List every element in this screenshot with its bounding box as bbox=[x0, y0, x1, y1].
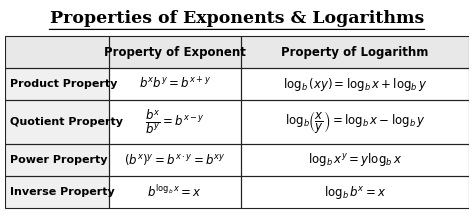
Bar bbox=[241, 100, 469, 144]
Bar bbox=[109, 144, 241, 176]
Text: $\log_b x^y = y \log_b x$: $\log_b x^y = y \log_b x$ bbox=[308, 151, 402, 168]
Bar bbox=[5, 144, 109, 176]
Bar bbox=[5, 176, 109, 208]
Bar bbox=[241, 36, 469, 68]
Text: Inverse Property: Inverse Property bbox=[10, 187, 115, 197]
Bar bbox=[5, 68, 109, 100]
Bar bbox=[241, 176, 469, 208]
Bar bbox=[109, 68, 241, 100]
Bar bbox=[109, 36, 241, 68]
Text: $\log_b (xy) = \log_b x + \log_b y$: $\log_b (xy) = \log_b x + \log_b y$ bbox=[283, 76, 427, 93]
Text: $(b^x)^y = b^{x \cdot y} = b^{xy}$: $(b^x)^y = b^{x \cdot y} = b^{xy}$ bbox=[124, 153, 226, 167]
Text: $\log_b \!\left(\dfrac{x}{y}\right) = \log_b x - \log_b y$: $\log_b \!\left(\dfrac{x}{y}\right) = \l… bbox=[285, 109, 425, 135]
Text: Quotient Property: Quotient Property bbox=[10, 117, 123, 127]
Text: Property of Logarithm: Property of Logarithm bbox=[281, 46, 428, 59]
Text: Product Property: Product Property bbox=[10, 79, 118, 89]
Bar bbox=[5, 100, 109, 144]
Bar bbox=[5, 144, 109, 176]
Text: $\dfrac{b^x}{b^y} = b^{x-y}$: $\dfrac{b^x}{b^y} = b^{x-y}$ bbox=[145, 108, 205, 136]
Bar bbox=[5, 100, 109, 144]
Bar bbox=[241, 36, 469, 68]
Text: $\log_b b^x = x$: $\log_b b^x = x$ bbox=[324, 184, 386, 201]
Bar bbox=[5, 68, 109, 100]
Text: Property of Exponent: Property of Exponent bbox=[104, 46, 246, 59]
Text: Properties of Exponents & Logarithms: Properties of Exponents & Logarithms bbox=[50, 10, 424, 27]
Bar bbox=[241, 68, 469, 100]
Bar bbox=[5, 36, 109, 68]
Text: $b^{\log_b x} = x$: $b^{\log_b x} = x$ bbox=[147, 184, 202, 200]
Bar bbox=[5, 36, 109, 68]
Bar bbox=[5, 176, 109, 208]
Bar bbox=[109, 100, 241, 144]
Bar bbox=[241, 144, 469, 176]
Bar bbox=[109, 36, 241, 68]
Text: Power Property: Power Property bbox=[10, 155, 108, 165]
Bar bbox=[109, 176, 241, 208]
Text: $b^x b^y = b^{x+y}$: $b^x b^y = b^{x+y}$ bbox=[139, 77, 211, 92]
